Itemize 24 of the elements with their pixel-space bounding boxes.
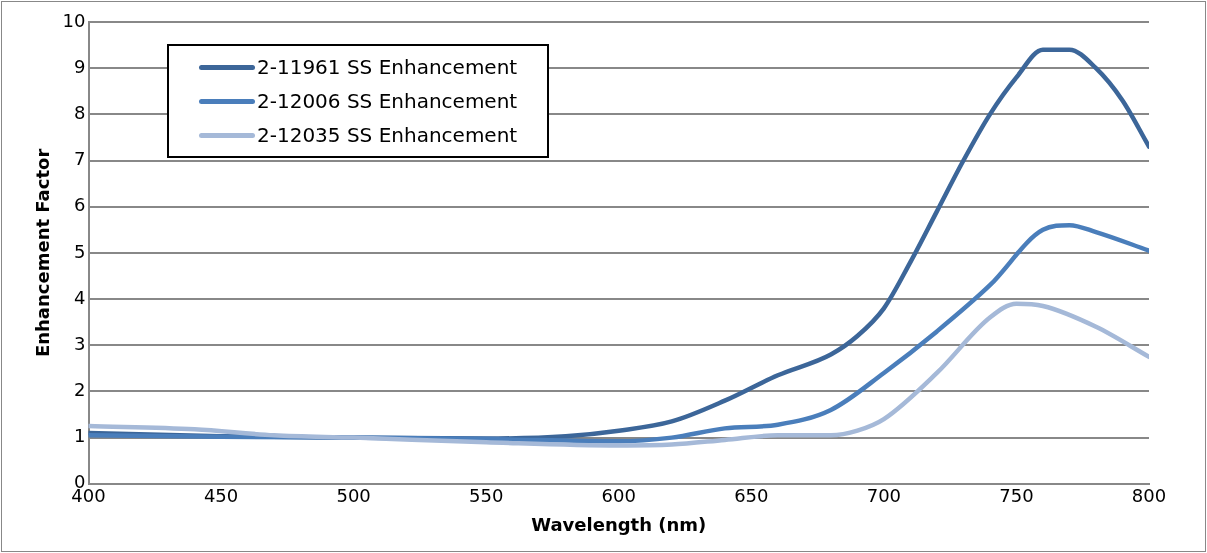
x-tick-label: 450 (203, 485, 239, 507)
y-tick-label: 5 (74, 240, 86, 262)
x-tick-label: 500 (336, 485, 371, 507)
line-series (88, 301, 1149, 448)
y-tick-label: 10 (62, 9, 86, 31)
y-tick-label: 1 (74, 425, 86, 447)
legend-label: 2-11961 SS Enhancement (257, 55, 518, 79)
legend-label: 2-12035 SS Enhancement (257, 123, 518, 147)
y-tick-label: 9 (74, 55, 86, 77)
x-tick-label: 600 (601, 485, 636, 507)
x-axis-title: Wavelength (nm) (531, 513, 707, 535)
x-tick-label: 750 (999, 485, 1034, 507)
y-axis-title: Enhancement Factor (32, 148, 54, 358)
x-tick-label: 650 (734, 485, 769, 507)
x-tick-label: 700 (866, 485, 902, 507)
y-tick-label: 4 (74, 286, 86, 308)
y-tick-label: 7 (74, 148, 86, 170)
y-tick-label: 2 (74, 379, 86, 401)
y-tick-label: 6 (74, 194, 86, 216)
y-tick-label: 3 (74, 332, 86, 354)
y-tick-label: 8 (74, 102, 86, 124)
x-tick-label: 800 (1131, 485, 1167, 507)
legend-label: 2-12006 SS Enhancement (257, 89, 518, 113)
x-tick-label: 550 (469, 485, 504, 507)
